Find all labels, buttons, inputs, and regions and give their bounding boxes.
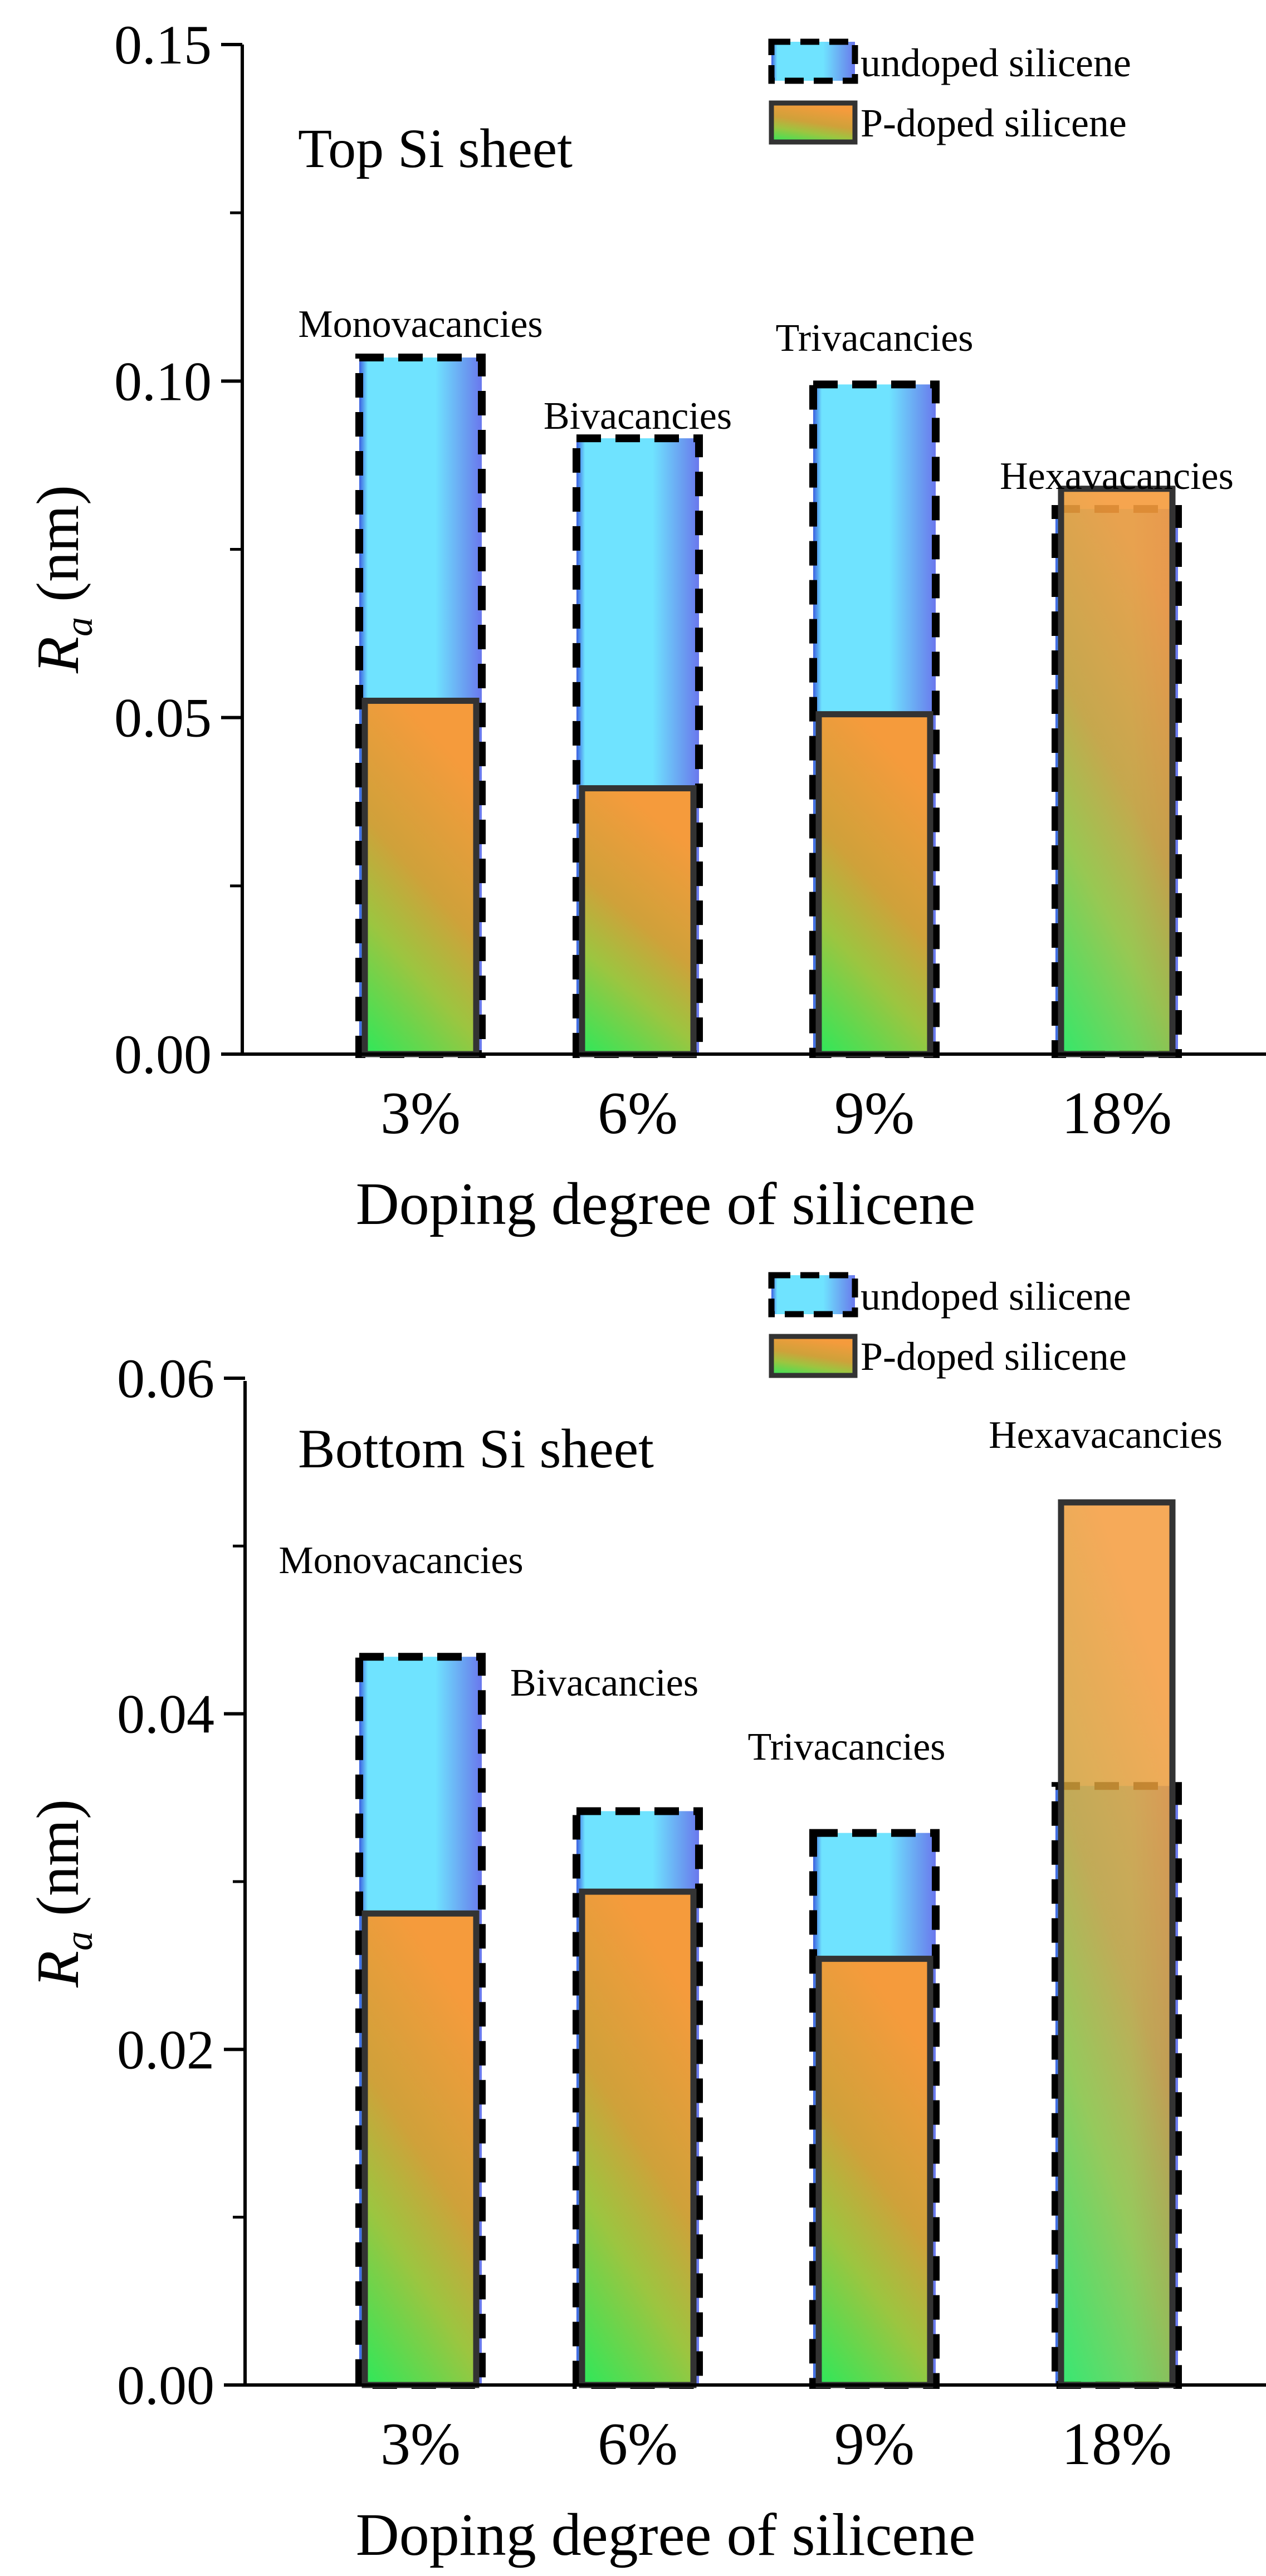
top-doped-bar-9pct — [815, 711, 933, 1057]
bottom-doped-bar-18pct — [1058, 1499, 1176, 2388]
bottom-annotation-1: Bivacancies — [510, 1662, 698, 1705]
bottom-doped-bar-9pct — [815, 1956, 933, 2388]
top-legend-label-doped: P-doped silicene — [861, 101, 1127, 145]
bottom-doped-bar-6pct — [579, 1888, 697, 2388]
bottom-legend-swatch-doped — [769, 1334, 858, 1378]
top-xtick-label-3: 18% — [1062, 1080, 1172, 1147]
bottom-annotation-3: Hexavacancies — [989, 1414, 1223, 1457]
top-annotation-1: Bivacancies — [544, 395, 732, 438]
bottom-xtick-label-1: 6% — [598, 2411, 678, 2477]
top-legend-label-undoped: undoped silicene — [861, 41, 1131, 85]
top-xtick-label-1: 6% — [598, 1080, 678, 1147]
top-legend-swatch-doped — [769, 100, 858, 145]
top-x-axis-title: Doping degree of silicene — [356, 1171, 976, 1237]
top-doped-bar-18pct — [1058, 486, 1176, 1057]
top-ytick-label-3: 0.15 — [114, 14, 212, 76]
top-ytick-label-1: 0.05 — [114, 687, 212, 749]
bottom-legend-swatch-undoped — [768, 1272, 858, 1318]
top-panel: 0.00 0.05 0.10 0.15 3% 6% 9% 18% Doping … — [25, 14, 1266, 1237]
top-ytick-label-0: 0.00 — [114, 1023, 212, 1085]
top-xtick-label-0: 3% — [380, 1080, 461, 1147]
bottom-y-axis-title: Ra (nm) — [25, 1799, 101, 1988]
top-ytick-label-2: 0.10 — [114, 350, 212, 412]
top-panel-title: Top Si sheet — [298, 117, 573, 179]
bottom-xtick-label-2: 9% — [834, 2411, 915, 2477]
bottom-xtick-label-0: 3% — [380, 2411, 461, 2477]
bottom-panel-title: Bottom Si sheet — [298, 1418, 654, 1480]
bottom-legend-label-undoped: undoped silicene — [861, 1274, 1131, 1319]
bottom-x-axis-title: Doping degree of silicene — [356, 2502, 976, 2568]
bottom-doped-bar-3pct — [361, 1910, 480, 2388]
bottom-annotation-2: Trivacancies — [747, 1726, 945, 1769]
bottom-ytick-label-2: 0.04 — [117, 1683, 214, 1745]
bottom-ytick-label-0: 0.00 — [117, 2354, 214, 2416]
bottom-xtick-label-3: 18% — [1062, 2411, 1172, 2477]
top-doped-bar-6pct — [579, 785, 697, 1057]
top-annotation-3: Hexavacancies — [1000, 455, 1234, 498]
bottom-legend: undoped silicene P-doped silicene — [768, 1272, 1131, 1379]
top-legend: undoped silicene P-doped silicene — [768, 38, 1131, 145]
bottom-legend-label-doped: P-doped silicene — [861, 1334, 1127, 1379]
top-annotation-0: Monovacancies — [298, 303, 542, 346]
top-xtick-label-2: 9% — [834, 1080, 915, 1147]
top-doped-bar-3pct — [361, 697, 480, 1057]
bottom-ytick-label-1: 0.02 — [117, 2019, 214, 2080]
bottom-ytick-label-3: 0.06 — [117, 1348, 214, 1409]
top-y-axis-title: Ra (nm) — [25, 485, 101, 674]
top-annotation-2: Trivacancies — [775, 317, 973, 360]
bottom-panel: 0.00 0.02 0.04 0.06 3% 6% 9% 18% Doping … — [25, 1272, 1266, 2568]
bottom-annotation-0: Monovacancies — [278, 1539, 523, 1582]
top-legend-swatch-undoped — [768, 38, 858, 84]
